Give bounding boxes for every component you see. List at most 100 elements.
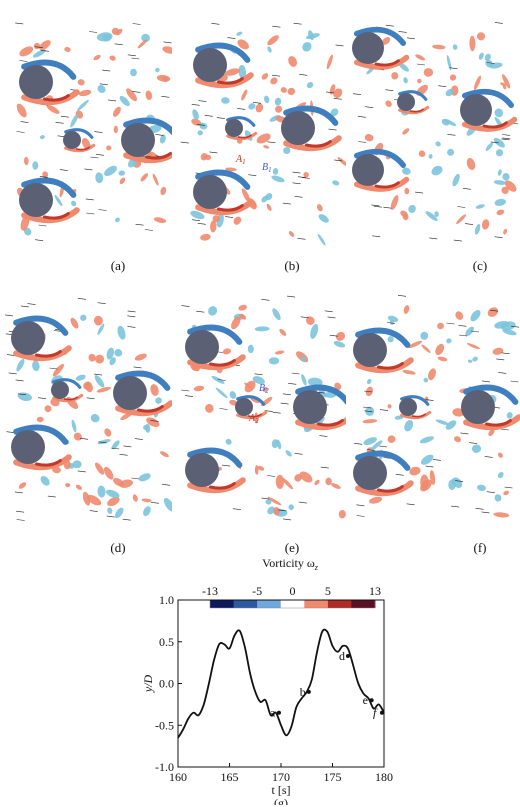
vortex-blob <box>294 474 302 482</box>
velocity-arrow <box>490 309 499 312</box>
shear-layer-upper <box>354 148 406 168</box>
velocity-arrow <box>470 330 479 333</box>
vortex-blob <box>431 165 443 176</box>
vortex-blob <box>113 125 118 134</box>
vortex-blob <box>114 507 124 519</box>
vortex-blob <box>448 479 456 490</box>
vortex-blob <box>192 109 199 120</box>
velocity-arrow <box>329 334 338 337</box>
vortex-blob <box>403 77 408 84</box>
shear-layer-lower <box>355 357 414 374</box>
vortex-blob <box>434 211 439 217</box>
velocity-arrow <box>16 131 25 133</box>
vortex-blob <box>474 223 481 235</box>
vortex-blob <box>501 186 509 194</box>
velocity-arrow <box>481 380 491 383</box>
velocity-arrow <box>282 393 291 396</box>
marker-label: f <box>373 706 378 720</box>
vortex-blob <box>370 440 383 451</box>
velocity-arrow <box>99 83 108 86</box>
velocity-arrow <box>111 447 120 450</box>
vortex-blob <box>470 310 481 322</box>
vortex-blob <box>19 46 34 57</box>
vorticity-field-b: A1 B1 <box>180 22 346 246</box>
velocity-arrow <box>127 315 136 318</box>
vortex-blob <box>287 87 296 96</box>
velocity-arrow <box>432 459 441 461</box>
velocity-arrow <box>301 177 310 179</box>
x-tick-label: 170 <box>272 770 290 784</box>
vortex-blob <box>300 356 307 362</box>
vortex-blob <box>95 172 104 184</box>
velocity-arrow <box>272 25 281 28</box>
shear-layer-upper <box>195 42 251 63</box>
vortex-blob <box>437 322 444 330</box>
velocity-arrow <box>293 22 302 25</box>
velocity-arrow <box>364 390 373 393</box>
vortex-blob <box>445 88 454 97</box>
vortex-blob <box>502 173 510 181</box>
vortex-blob <box>156 74 171 82</box>
vortex-blob <box>288 231 295 237</box>
vortex-blob <box>94 375 105 388</box>
x-tick-label: 160 <box>169 770 187 784</box>
velocity-arrow <box>481 511 490 514</box>
vorticity-field-f <box>353 295 520 518</box>
marker-point <box>276 710 281 715</box>
vortex-blob <box>283 146 291 155</box>
shear-layer-lower <box>295 416 346 431</box>
vortex-blob <box>70 113 79 128</box>
vortex-blob <box>317 233 326 246</box>
velocity-arrow <box>280 402 289 405</box>
vortex-blob <box>77 79 85 86</box>
vortex-blob <box>487 307 499 317</box>
strong-vortex <box>75 146 90 151</box>
cylinder <box>193 175 227 209</box>
velocity-arrow <box>455 480 464 482</box>
y-tick-label: -0.5 <box>155 718 174 732</box>
strong-vortex <box>42 212 70 220</box>
vortex-blob <box>103 466 114 480</box>
vortex-blob <box>494 108 504 118</box>
velocity-arrow <box>356 515 365 517</box>
shear-layer-upper <box>115 370 171 391</box>
shear-layer-lower <box>195 199 254 216</box>
velocity-arrow <box>264 410 273 412</box>
vortex-blob <box>77 99 89 111</box>
vortex-blob <box>104 165 117 177</box>
colorbar-swatch <box>327 600 352 608</box>
vortex-blob <box>222 348 232 355</box>
velocity-arrow <box>486 491 495 493</box>
vortex-blob <box>93 54 101 61</box>
velocity-arrow <box>150 420 159 422</box>
velocity-arrow <box>500 428 509 431</box>
vortex-blob <box>423 377 429 383</box>
cylinder <box>293 390 327 424</box>
vortex-blob <box>408 204 416 213</box>
vortex-blob <box>270 77 278 85</box>
velocity-arrow <box>59 169 68 171</box>
velocity-arrow <box>267 141 276 144</box>
velocity-arrow <box>252 102 262 104</box>
vortex-blob <box>141 498 152 503</box>
shear-layer-upper <box>462 88 514 108</box>
vortex-blob <box>275 105 283 113</box>
vortex-blob <box>115 28 123 36</box>
velocity-arrow <box>272 74 281 77</box>
cylinder <box>352 32 384 64</box>
vortex-blob <box>137 39 147 49</box>
vortex-blob <box>107 507 113 514</box>
vortex-blob <box>141 33 150 43</box>
marker-point <box>369 698 374 703</box>
vortex-blob <box>200 233 211 241</box>
velocity-arrow <box>102 69 111 72</box>
vortex-blob <box>236 31 243 36</box>
velocity-arrow <box>406 37 415 40</box>
vortex-blob <box>404 419 414 432</box>
vortex-blob <box>46 104 60 114</box>
vortex-blob <box>387 435 396 444</box>
vortex-blob <box>119 479 133 488</box>
vortex-blob <box>33 42 41 50</box>
vortex-blob <box>274 97 282 106</box>
velocity-arrow <box>40 50 49 52</box>
